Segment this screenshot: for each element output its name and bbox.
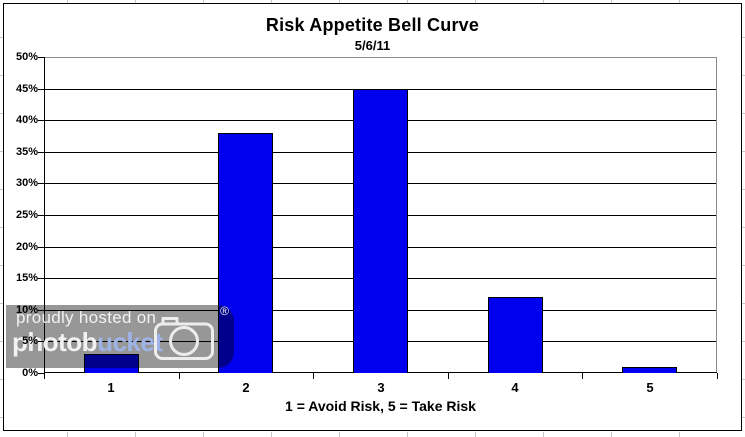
- y-axis-tick: [38, 183, 44, 184]
- y-axis-label: 15%: [15, 272, 38, 284]
- x-axis-tick: [179, 373, 180, 379]
- excel-gridline-strip-right: [742, 0, 745, 437]
- y-axis-label: 0%: [22, 367, 38, 379]
- y-axis-label: 10%: [15, 304, 38, 316]
- y-axis-tick: [38, 215, 44, 216]
- y-axis-tick: [38, 373, 44, 374]
- y-axis-line: [44, 57, 45, 373]
- chart-subtitle: 5/6/11: [354, 38, 391, 53]
- y-axis-tick: [38, 341, 44, 342]
- x-axis-label: 5: [646, 380, 654, 395]
- y-axis-label: 20%: [15, 241, 38, 253]
- x-axis-tick: [313, 373, 314, 379]
- x-axis-tick: [582, 373, 583, 379]
- y-axis-label: 30%: [15, 177, 38, 189]
- y-axis-tick: [38, 57, 44, 58]
- y-axis-tick: [38, 247, 44, 248]
- bar: [488, 297, 543, 373]
- registered-trademark-icon: ®: [220, 304, 229, 318]
- watermark-brand-white: photob: [12, 327, 98, 357]
- y-axis-label: 40%: [15, 114, 38, 126]
- plot-border-right: [716, 57, 717, 373]
- watermark-tagline: proudly hosted on: [16, 308, 157, 327]
- x-axis-title: 1 = Avoid Risk, 5 = Take Risk: [285, 398, 476, 414]
- chart-title: Risk Appetite Bell Curve: [265, 15, 480, 35]
- x-axis-label: 2: [242, 380, 250, 395]
- x-axis-tick: [448, 373, 449, 379]
- photobucket-watermark: proudly hosted on photobucket ®: [6, 304, 234, 368]
- y-axis-label: 50%: [15, 51, 38, 63]
- y-axis-label: 5%: [22, 335, 38, 347]
- excel-gridline-strip-top: [0, 0, 745, 3]
- watermark-brand: photobucket: [12, 327, 163, 358]
- y-axis-tick: [38, 278, 44, 279]
- y-axis-tick: [38, 310, 44, 311]
- chart-frame: Risk Appetite Bell Curve 5/6/11 1 = Avoi…: [3, 3, 742, 431]
- x-axis-tick: [717, 373, 718, 379]
- x-axis-label: 1: [107, 380, 115, 395]
- x-axis-label: 4: [511, 380, 519, 395]
- y-axis-tick: [38, 89, 44, 90]
- y-axis-label: 35%: [15, 146, 38, 158]
- x-axis-label: 3: [377, 380, 385, 395]
- y-axis-tick: [38, 120, 44, 121]
- watermark-brand-blue: ucket: [97, 327, 163, 357]
- excel-gridline-strip-left: [0, 0, 3, 437]
- y-axis-tick: [38, 152, 44, 153]
- y-axis-label: 45%: [15, 83, 38, 95]
- excel-gridline-strip-bottom: [0, 432, 745, 437]
- bar: [622, 367, 677, 373]
- bar: [353, 89, 408, 373]
- camera-icon: [154, 317, 214, 360]
- y-axis-label: 25%: [15, 209, 38, 221]
- plot-border-top: [44, 57, 717, 58]
- x-axis-tick: [44, 373, 45, 379]
